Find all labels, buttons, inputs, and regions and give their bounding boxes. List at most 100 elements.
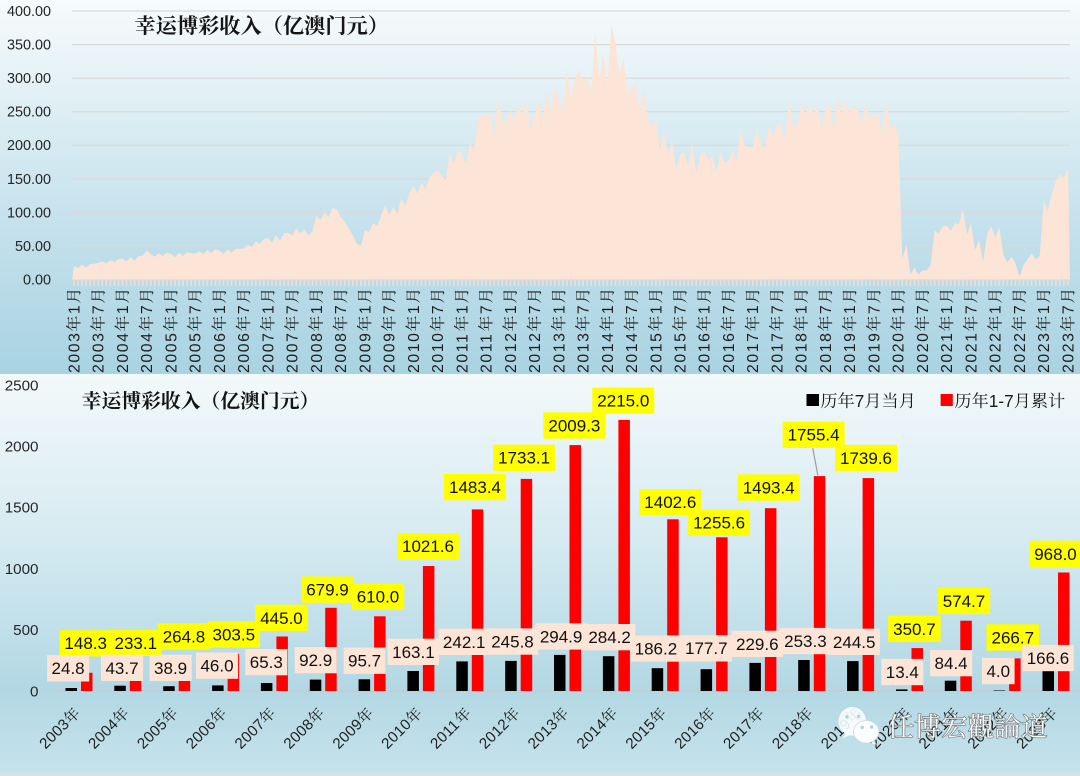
svg-text:2007: 2007	[260, 331, 277, 373]
svg-text:1: 1	[115, 304, 132, 314]
svg-text:1: 1	[1036, 304, 1053, 314]
svg-text:2018: 2018	[794, 331, 811, 373]
svg-text:2000: 2000	[5, 439, 39, 456]
svg-text:7: 7	[855, 391, 865, 411]
svg-text:43.7: 43.7	[105, 659, 138, 678]
svg-text:38.9: 38.9	[154, 659, 187, 678]
svg-text:0.00: 0.00	[23, 273, 51, 289]
svg-text:1739.6: 1739.6	[840, 449, 892, 468]
svg-text:266.7: 266.7	[992, 628, 1035, 647]
svg-text:2018: 2018	[818, 331, 835, 373]
svg-text:2020: 2020	[915, 331, 932, 373]
svg-text:264.8: 264.8	[163, 627, 206, 646]
svg-text:2005: 2005	[188, 331, 205, 373]
svg-text:445.0: 445.0	[260, 609, 303, 628]
svg-text:7: 7	[576, 304, 593, 314]
svg-text:0: 0	[30, 683, 38, 700]
svg-text:400.00: 400.00	[7, 4, 51, 20]
svg-text:1: 1	[454, 304, 471, 314]
svg-text:300.00: 300.00	[7, 71, 51, 87]
svg-text:1: 1	[163, 304, 180, 314]
svg-text:2004: 2004	[139, 331, 156, 373]
svg-text:1000: 1000	[5, 561, 39, 578]
svg-text:2010: 2010	[406, 331, 423, 373]
svg-text:7: 7	[236, 304, 253, 314]
svg-text:968.0: 968.0	[1034, 545, 1077, 564]
svg-text:7: 7	[963, 304, 980, 314]
svg-text:2011: 2011	[479, 333, 496, 373]
svg-text:1: 1	[406, 304, 423, 314]
svg-text:303.5: 303.5	[213, 625, 256, 644]
svg-text:46.0: 46.0	[200, 657, 233, 676]
svg-text:2015: 2015	[648, 331, 665, 373]
svg-text:1: 1	[66, 304, 83, 314]
svg-text:7: 7	[333, 304, 350, 314]
svg-text:2021: 2021	[963, 331, 980, 373]
svg-text:7: 7	[479, 304, 496, 314]
svg-text:7: 7	[770, 304, 787, 314]
svg-text:284.2: 284.2	[588, 628, 631, 647]
svg-text:148.3: 148.3	[64, 634, 107, 653]
svg-text:2012: 2012	[503, 331, 520, 373]
svg-text:7: 7	[1060, 304, 1077, 314]
svg-text:7: 7	[188, 304, 205, 314]
svg-text:2012: 2012	[527, 331, 544, 373]
svg-text:1: 1	[745, 304, 762, 314]
svg-text:7: 7	[818, 304, 835, 314]
svg-text:350.00: 350.00	[7, 38, 51, 54]
svg-text:2011: 2011	[454, 333, 471, 373]
svg-text:1: 1	[503, 304, 520, 314]
svg-text:350.7: 350.7	[893, 620, 936, 639]
svg-text:65.3: 65.3	[250, 653, 283, 672]
svg-text:242.1: 242.1	[443, 633, 486, 652]
svg-text:200.00: 200.00	[7, 138, 51, 154]
svg-text:2017: 2017	[770, 331, 787, 373]
svg-text:294.9: 294.9	[540, 627, 583, 646]
svg-text:1: 1	[600, 304, 617, 314]
svg-text:7: 7	[527, 304, 544, 314]
svg-text:2016: 2016	[697, 331, 714, 373]
svg-text:1021.6: 1021.6	[402, 537, 454, 556]
svg-text:84.4: 84.4	[935, 654, 968, 673]
svg-text:500: 500	[13, 622, 38, 639]
svg-text:1-7: 1-7	[989, 391, 1014, 411]
svg-text:2009.3: 2009.3	[548, 416, 600, 435]
svg-text:2008: 2008	[309, 331, 326, 373]
svg-text:2014: 2014	[624, 331, 641, 373]
svg-text:250.00: 250.00	[7, 105, 51, 121]
svg-text:95.7: 95.7	[348, 652, 381, 671]
svg-text:150.00: 150.00	[7, 172, 51, 188]
svg-text:1493.4: 1493.4	[743, 478, 795, 497]
svg-text:100.00: 100.00	[7, 205, 51, 221]
svg-text:2022: 2022	[1012, 331, 1029, 373]
svg-text:2021: 2021	[939, 331, 956, 373]
svg-text:2020: 2020	[891, 331, 908, 373]
svg-text:2003: 2003	[91, 331, 108, 373]
svg-text:1: 1	[988, 304, 1005, 314]
svg-text:2022: 2022	[988, 331, 1005, 373]
svg-text:1255.6: 1255.6	[693, 514, 745, 533]
svg-text:2023: 2023	[1036, 331, 1053, 373]
svg-text:7: 7	[91, 304, 108, 314]
svg-text:2500: 2500	[5, 377, 39, 394]
svg-text:2008: 2008	[333, 331, 350, 373]
svg-text:50.00: 50.00	[15, 239, 51, 255]
svg-text:177.7: 177.7	[685, 639, 728, 658]
svg-text:2013: 2013	[576, 331, 593, 373]
svg-text:163.1: 163.1	[392, 643, 435, 662]
svg-text:7: 7	[285, 304, 302, 314]
svg-text:1755.4: 1755.4	[788, 426, 840, 445]
svg-text:2015: 2015	[673, 331, 690, 373]
svg-text:7: 7	[721, 304, 738, 314]
svg-text:2016: 2016	[721, 331, 738, 373]
svg-text:1: 1	[842, 304, 859, 314]
svg-text:7: 7	[1012, 304, 1029, 314]
svg-text:2004: 2004	[115, 331, 132, 373]
svg-text:233.1: 233.1	[115, 634, 158, 653]
svg-text:1483.4: 1483.4	[449, 478, 501, 497]
svg-text:1733.1: 1733.1	[498, 449, 550, 468]
svg-text:229.6: 229.6	[736, 635, 779, 654]
svg-text:186.2: 186.2	[635, 640, 678, 659]
svg-text:1: 1	[309, 304, 326, 314]
svg-text:7: 7	[139, 304, 156, 314]
